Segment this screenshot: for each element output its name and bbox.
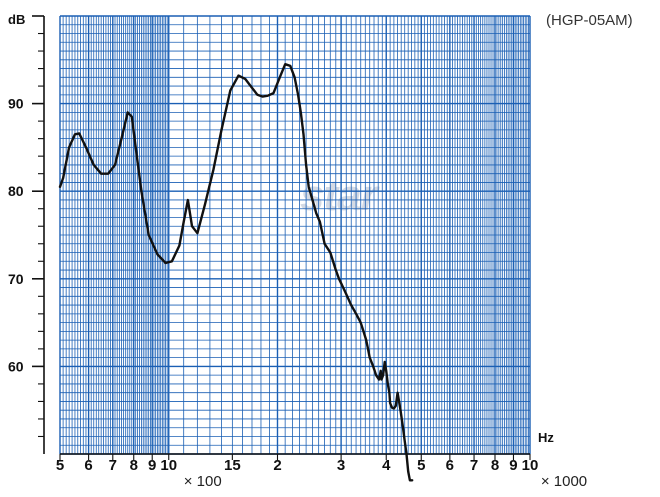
y-tick-label: 70	[8, 271, 24, 287]
x-tick-label: 8	[491, 457, 499, 474]
x-tick-label: 4	[382, 457, 391, 474]
x-tick-label: 10	[160, 457, 177, 474]
x-tick-label: 5	[56, 457, 64, 474]
x-tick-label: 7	[470, 457, 478, 474]
x-tick-label: 7	[109, 457, 117, 474]
x-tick-label: 6	[84, 457, 92, 474]
y-tick-label: 90	[8, 96, 24, 112]
x-multiplier-label: × 1000	[541, 473, 587, 490]
y-tick-label: 80	[8, 183, 24, 199]
x-tick-label: 8	[130, 457, 138, 474]
x-tick-label: 10	[522, 457, 539, 474]
x-tick-labels: 5 6 7 8 9 10 15 2 3 4 5 6 7 8 9 10	[56, 457, 539, 474]
axes	[32, 15, 531, 460]
y-tick-label: 60	[8, 358, 24, 374]
x-multiplier-label: × 100	[184, 473, 222, 490]
model-label: (HGP-05AM)	[546, 12, 633, 29]
x-unit-label: Hz	[538, 430, 554, 445]
y-unit-label: dB	[8, 12, 25, 27]
x-tick-label: 5	[417, 457, 425, 474]
x-tick-label: 2	[273, 457, 281, 474]
x-tick-label: 9	[148, 457, 156, 474]
x-tick-label: 15	[224, 457, 241, 474]
y-tick-labels: 90 80 70 60	[8, 96, 24, 375]
x-tick-label: 6	[446, 457, 454, 474]
x-tick-label: 3	[337, 457, 345, 474]
grid	[59, 15, 531, 455]
x-tick-label: 9	[509, 457, 517, 474]
x-multiplier-labels: × 100 × 1000	[184, 473, 587, 490]
response-curve	[58, 63, 414, 482]
